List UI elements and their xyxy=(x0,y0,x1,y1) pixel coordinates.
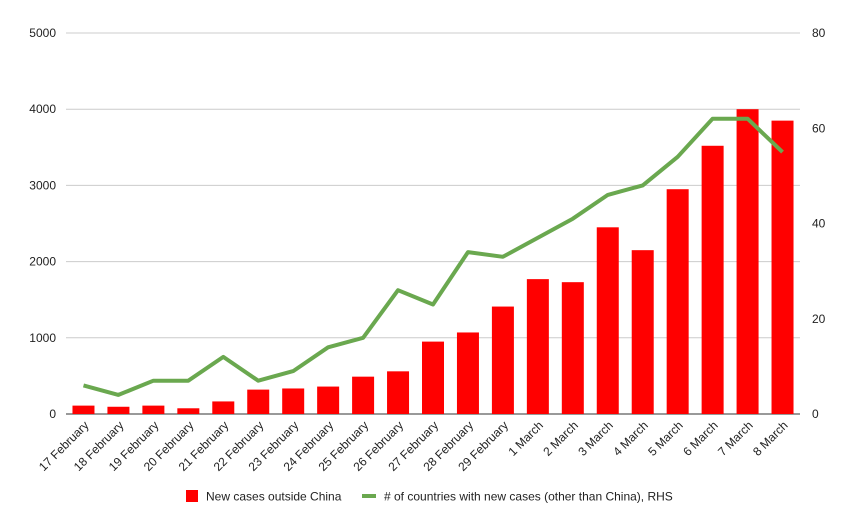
legend-swatch-bars xyxy=(186,490,198,502)
bar xyxy=(526,279,549,414)
bar xyxy=(561,282,584,414)
bar xyxy=(666,189,689,414)
bar xyxy=(177,408,200,414)
bar xyxy=(107,406,130,414)
left-tick-label: 5000 xyxy=(29,26,56,40)
right-axis-ticks: 0 20 40 60 80 xyxy=(812,26,826,421)
bar xyxy=(771,120,794,414)
x-tick-label: 3 March xyxy=(575,418,616,459)
left-tick-label: 3000 xyxy=(29,178,56,192)
bar xyxy=(387,371,410,414)
line-series xyxy=(82,116,784,397)
right-tick-label: 20 xyxy=(812,312,826,326)
bar xyxy=(631,250,654,414)
left-tick-label: 2000 xyxy=(29,255,56,269)
left-tick-label: 0 xyxy=(49,407,56,421)
legend-label-line: # of countries with new cases (other tha… xyxy=(384,490,673,504)
bar xyxy=(142,405,165,414)
x-tick-label: 1 March xyxy=(505,418,546,459)
bar xyxy=(736,109,759,414)
x-tick-label: 6 March xyxy=(680,418,721,459)
bar xyxy=(422,341,444,414)
legend-label-bars: New cases outside China xyxy=(206,490,342,504)
bar xyxy=(247,389,270,414)
bar xyxy=(701,145,724,414)
bar xyxy=(72,405,95,414)
bar xyxy=(352,376,375,414)
right-tick-label: 40 xyxy=(812,217,826,231)
right-tick-label: 60 xyxy=(812,121,826,135)
right-tick-label: 80 xyxy=(812,26,826,40)
x-tick-label: 8 March xyxy=(750,418,791,459)
bar xyxy=(491,306,514,414)
bar xyxy=(282,388,305,414)
bar xyxy=(456,332,479,414)
left-tick-label: 4000 xyxy=(29,102,56,116)
bar-series xyxy=(72,109,794,414)
series-line xyxy=(82,116,784,397)
x-tick-label: 4 March xyxy=(610,418,651,459)
x-tick-label: 5 March xyxy=(645,418,686,459)
x-tick-label: 2 March xyxy=(540,418,581,459)
bar xyxy=(596,227,619,414)
left-tick-label: 1000 xyxy=(29,331,56,345)
bar xyxy=(317,386,340,414)
bar xyxy=(212,401,235,414)
right-tick-label: 0 xyxy=(812,407,819,421)
legend: New cases outside China # of countries w… xyxy=(186,490,673,504)
x-tick-label: 7 March xyxy=(715,418,756,459)
left-axis-ticks: 0 1000 2000 3000 4000 5000 xyxy=(29,26,56,421)
